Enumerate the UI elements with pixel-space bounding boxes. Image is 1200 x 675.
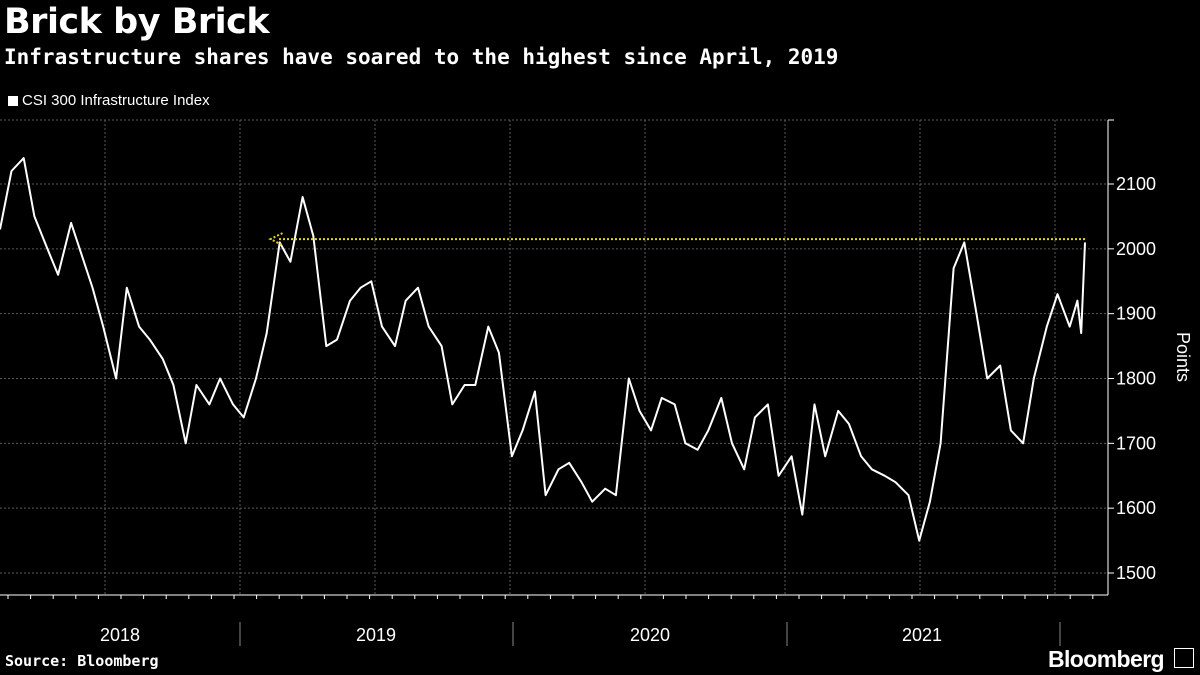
y-tick-label: 2000 [1116,239,1156,259]
annotation-arrow-head [268,232,283,247]
legend-swatch [8,95,18,106]
chart-subtitle: Infrastructure shares have soared to the… [4,45,839,69]
y-tick-label: 1500 [1116,563,1156,583]
bloomberg-icon [1174,648,1194,668]
y-axis-title: Points [1173,332,1193,382]
legend-label: CSI 300 Infrastructure Index [22,92,210,109]
legend: CSI 300 Infrastructure Index [8,92,210,109]
y-tick-label: 1800 [1116,369,1156,389]
brand-logo: Bloomberg [1048,646,1165,672]
y-tick-label: 1900 [1116,304,1156,324]
chart-title: Brick by Brick [4,2,270,42]
y-tick-label: 1600 [1116,498,1156,518]
y-tick-label: 1700 [1116,433,1156,453]
source-note: Source: Bloomberg [5,652,159,670]
series-line [0,157,1086,542]
x-tick-label: 2018 [100,625,140,645]
x-tick-label: 2021 [902,625,942,645]
x-tick-label: 2020 [630,625,670,645]
y-tick-label: 2100 [1116,174,1156,194]
x-tick-label: 2019 [356,625,396,645]
